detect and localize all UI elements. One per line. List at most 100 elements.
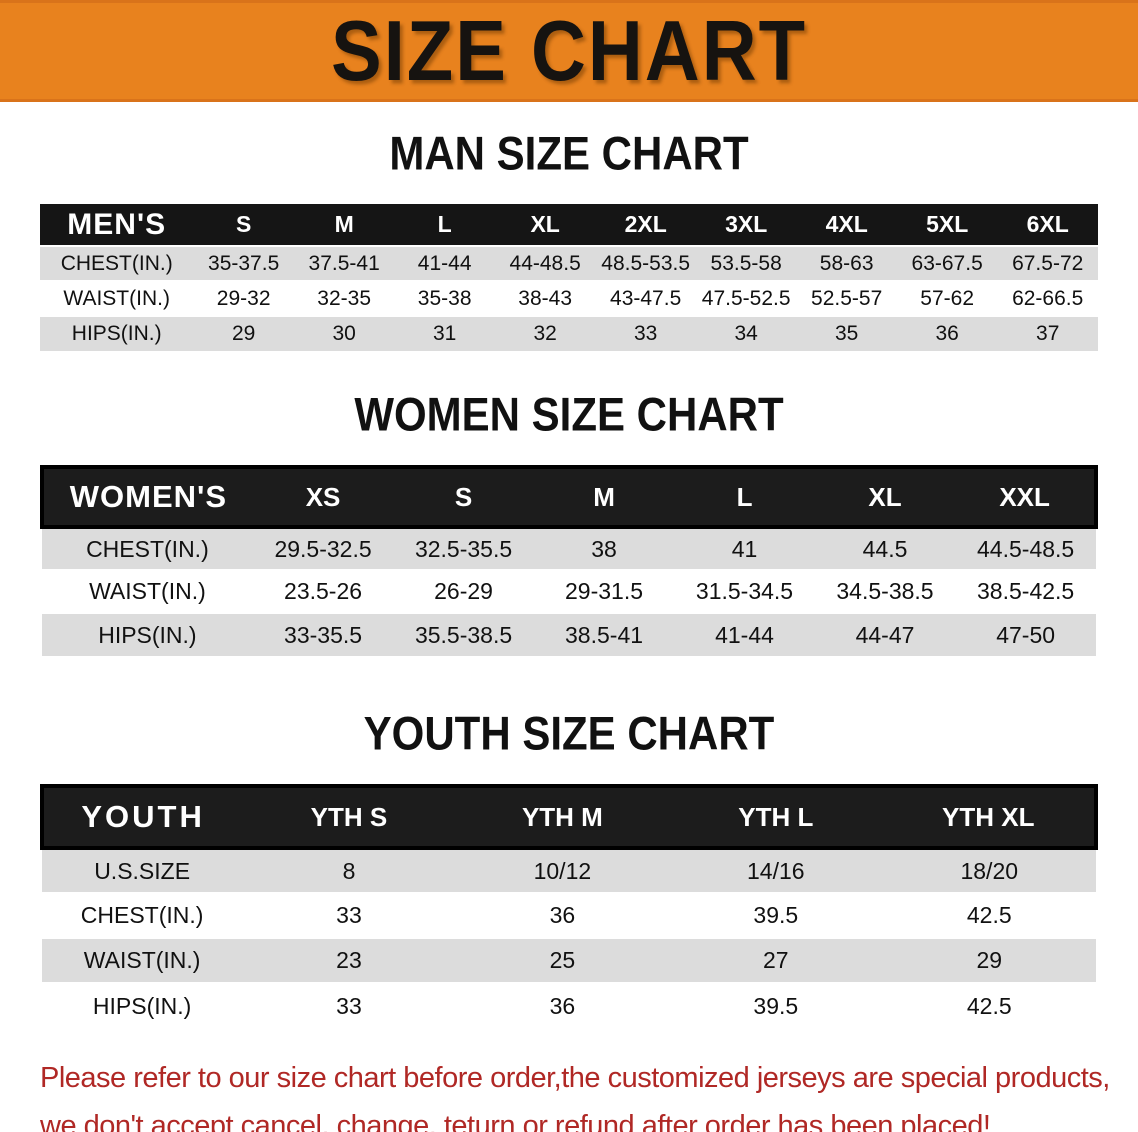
size-cell: 34 xyxy=(695,315,797,351)
men-col-header: 6XL xyxy=(997,204,1098,246)
table-row: WAIST(IN.) 23 25 27 29 xyxy=(42,937,1096,983)
size-cell: 36 xyxy=(896,315,998,351)
size-cell: 39.5 xyxy=(669,892,883,938)
men-corner-label: MEN'S xyxy=(40,204,194,246)
women-section: WOMEN SIZE CHART WOMEN'S XS S M L XL XXL… xyxy=(0,388,1138,656)
size-cell: 38 xyxy=(533,526,675,570)
size-cell: 27 xyxy=(669,937,883,983)
size-cell: 29-31.5 xyxy=(533,569,675,613)
size-cell: 41-44 xyxy=(674,612,815,656)
size-cell: 35 xyxy=(796,315,897,351)
row-label: WAIST(IN.) xyxy=(42,569,253,613)
men-size-table: MEN'S S M L XL 2XL 3XL 4XL 5XL 6XL CHEST… xyxy=(40,204,1098,351)
size-cell: 41-44 xyxy=(394,245,495,281)
size-cell: 44-48.5 xyxy=(494,245,596,281)
table-row: CHEST(IN.) 33 36 39.5 42.5 xyxy=(42,892,1096,938)
women-header-row: WOMEN'S XS S M L XL XXL xyxy=(40,465,1098,529)
size-cell: 29.5-32.5 xyxy=(252,526,394,570)
size-cell: 31.5-34.5 xyxy=(674,569,815,613)
table-row: U.S.SIZE 8 10/12 14/16 18/20 xyxy=(42,847,1096,893)
men-section: MAN SIZE CHART MEN'S S M L XL 2XL 3XL 4X… xyxy=(0,127,1138,351)
youth-header-row: YOUTH YTH S YTH M YTH L YTH XL xyxy=(39,784,1099,850)
size-cell: 36 xyxy=(455,892,670,938)
table-row: WAIST(IN.) 23.5-26 26-29 29-31.5 31.5-34… xyxy=(42,569,1096,613)
men-col-header: L xyxy=(394,204,495,246)
size-cell: 37.5-41 xyxy=(293,245,395,281)
youth-col-header: YTH L xyxy=(669,784,883,850)
disclaimer-text: Please refer to our size chart before or… xyxy=(40,1054,1110,1132)
women-col-header: L xyxy=(674,465,815,529)
size-cell: 57-62 xyxy=(896,280,998,316)
size-cell: 63-67.5 xyxy=(896,245,998,281)
size-cell: 30 xyxy=(293,315,395,351)
size-cell: 33 xyxy=(242,982,456,1028)
table-row: HIPS(IN.) 29 30 31 32 33 34 35 36 37 xyxy=(40,315,1098,351)
men-col-header: 3XL xyxy=(695,204,797,246)
size-cell: 41 xyxy=(674,526,815,570)
men-col-header: XL xyxy=(494,204,596,246)
row-label: CHEST(IN.) xyxy=(42,892,243,938)
row-label: HIPS(IN.) xyxy=(42,612,253,656)
size-cell: 26-29 xyxy=(393,569,534,613)
size-cell: 23 xyxy=(242,937,456,983)
size-cell: 35-38 xyxy=(394,280,495,316)
size-cell: 8 xyxy=(242,847,456,893)
youth-heading: YOUTH SIZE CHART xyxy=(363,707,775,760)
women-col-header: M xyxy=(533,465,675,529)
size-cell: 34.5-38.5 xyxy=(814,569,956,613)
size-cell: 38.5-42.5 xyxy=(955,569,1096,613)
men-col-header: 4XL xyxy=(796,204,897,246)
table-row: HIPS(IN.) 33 36 39.5 42.5 xyxy=(42,982,1096,1028)
women-col-header: XL xyxy=(814,465,956,529)
youth-size-table: YOUTH YTH S YTH M YTH L YTH XL U.S.SIZE … xyxy=(39,784,1099,1028)
size-cell: 47-50 xyxy=(955,612,1096,656)
men-col-header: S xyxy=(193,204,294,246)
size-cell: 38-43 xyxy=(494,280,596,316)
size-cell: 37 xyxy=(997,315,1098,351)
size-cell: 39.5 xyxy=(669,982,883,1028)
women-col-header: XS xyxy=(252,465,394,529)
youth-corner-label: YOUTH xyxy=(39,784,243,850)
size-cell: 29 xyxy=(882,937,1096,983)
row-label: WAIST(IN.) xyxy=(42,937,243,983)
size-cell: 25 xyxy=(455,937,670,983)
size-cell: 33 xyxy=(595,315,696,351)
women-col-header: S xyxy=(393,465,534,529)
size-cell: 10/12 xyxy=(455,847,670,893)
men-col-header: M xyxy=(293,204,395,246)
men-col-header: 5XL xyxy=(896,204,998,246)
row-label: HIPS(IN.) xyxy=(42,982,243,1028)
size-cell: 47.5-52.5 xyxy=(695,280,797,316)
youth-section: YOUTH SIZE CHART YOUTH YTH S YTH M YTH L… xyxy=(0,707,1138,1028)
banner-title: SIZE CHART xyxy=(331,3,807,99)
men-col-header: 2XL xyxy=(595,204,696,246)
size-cell: 35-37.5 xyxy=(193,245,294,281)
table-row: CHEST(IN.) 35-37.5 37.5-41 41-44 44-48.5… xyxy=(40,245,1098,281)
size-cell: 48.5-53.5 xyxy=(595,245,696,281)
size-cell: 14/16 xyxy=(669,847,883,893)
size-cell: 35.5-38.5 xyxy=(393,612,534,656)
size-cell: 52.5-57 xyxy=(796,280,897,316)
row-label: CHEST(IN.) xyxy=(40,245,194,281)
men-heading: MAN SIZE CHART xyxy=(389,127,749,180)
row-label: WAIST(IN.) xyxy=(40,280,194,316)
size-cell: 43-47.5 xyxy=(595,280,696,316)
table-row: HIPS(IN.) 33-35.5 35.5-38.5 38.5-41 41-4… xyxy=(42,612,1096,656)
size-cell: 32-35 xyxy=(293,280,395,316)
size-cell: 62-66.5 xyxy=(997,280,1098,316)
size-cell: 44.5-48.5 xyxy=(955,526,1096,570)
size-cell: 32.5-35.5 xyxy=(393,526,534,570)
size-cell: 31 xyxy=(394,315,495,351)
disclaimer-line-2: we don't accept cancel, change, teturn o… xyxy=(40,1110,991,1132)
row-label: CHEST(IN.) xyxy=(42,526,253,570)
size-cell: 29 xyxy=(193,315,294,351)
women-size-table: WOMEN'S XS S M L XL XXL CHEST(IN.) 29.5-… xyxy=(40,465,1098,656)
youth-col-header: YTH XL xyxy=(882,784,1099,850)
row-label: U.S.SIZE xyxy=(42,847,243,893)
size-cell: 53.5-58 xyxy=(695,245,797,281)
size-cell: 44.5 xyxy=(814,526,956,570)
table-row: WAIST(IN.) 29-32 32-35 35-38 38-43 43-47… xyxy=(40,280,1098,316)
size-cell: 44-47 xyxy=(814,612,956,656)
men-header-row: MEN'S S M L XL 2XL 3XL 4XL 5XL 6XL xyxy=(40,204,1098,246)
